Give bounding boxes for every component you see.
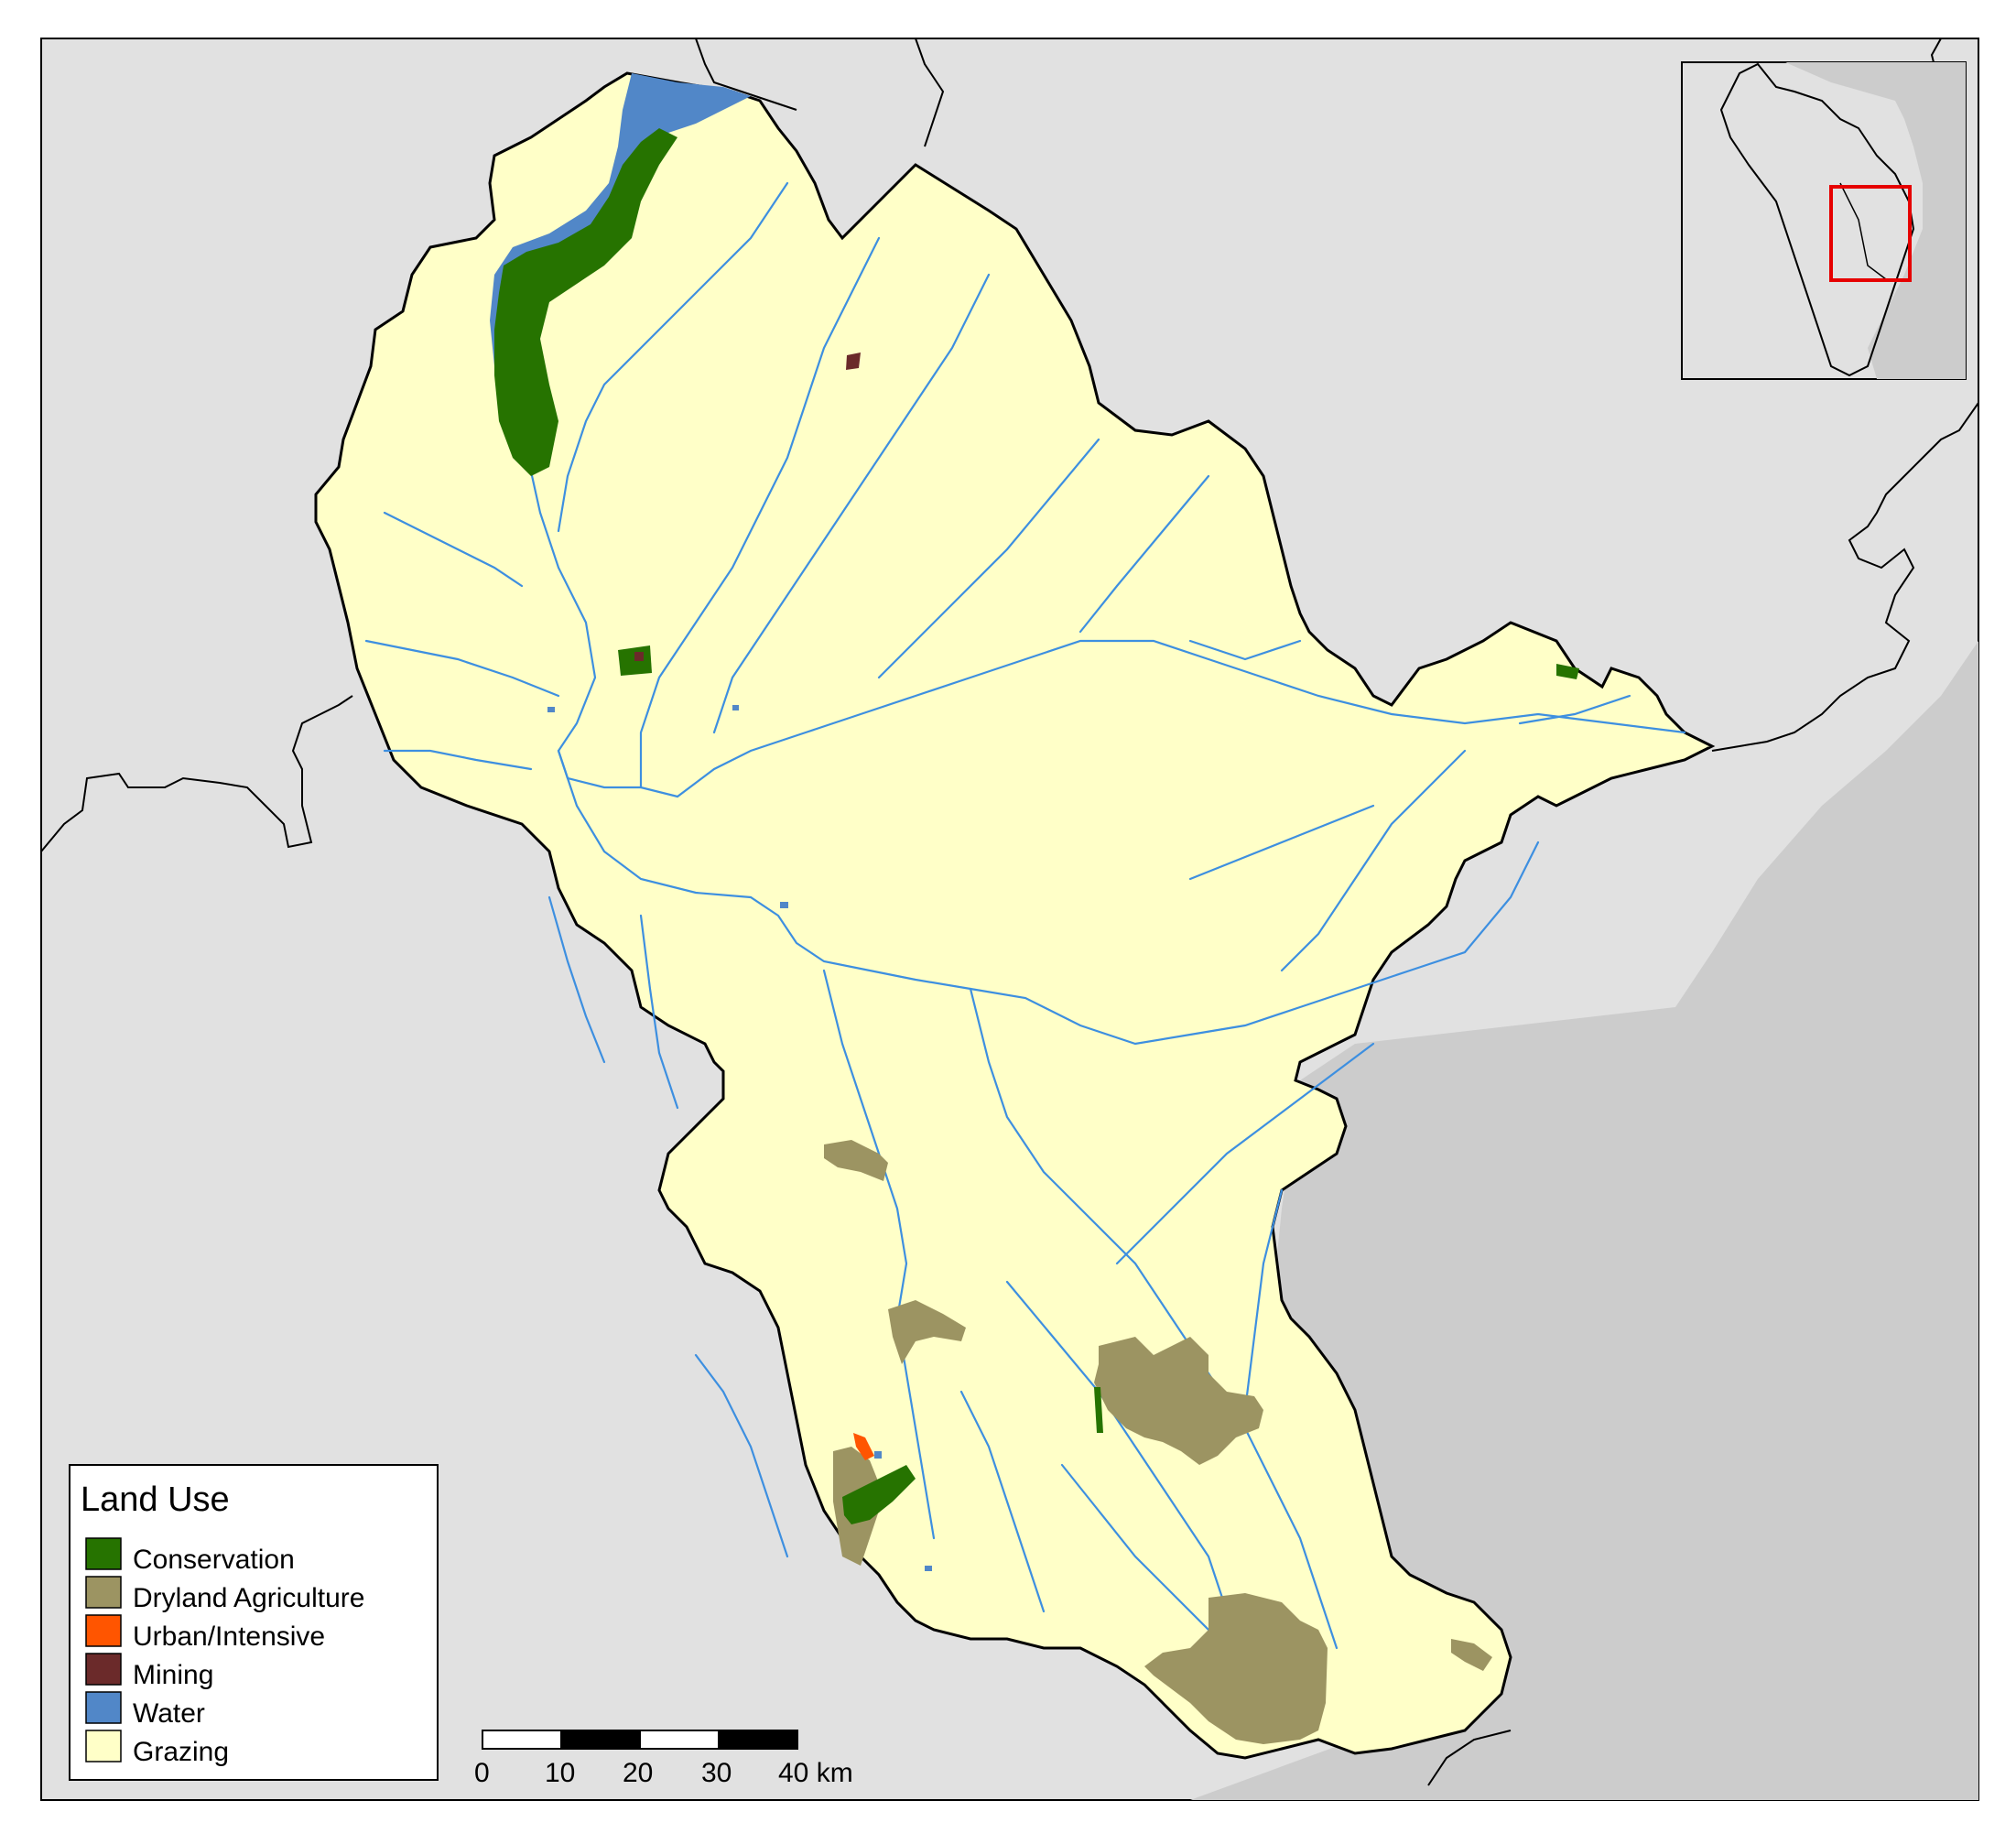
inset-state-outline: [1719, 62, 1915, 377]
ocean-area: [1190, 641, 1978, 1800]
mining-central: [634, 652, 644, 661]
legend-swatch-grazing: [85, 1730, 122, 1762]
scale-tick-30: 30: [701, 1758, 732, 1788]
conservation-south: [842, 1387, 1103, 1524]
neighbour-boundaries: [40, 38, 1979, 1786]
legend-title: Land Use: [81, 1480, 230, 1519]
dryland-agriculture-areas: [824, 1140, 1492, 1744]
scale-tick-10: 10: [545, 1758, 575, 1788]
legend-swatch-dryland-agriculture: [85, 1576, 122, 1609]
conservation-small-east: [1556, 664, 1579, 679]
legend: Land Use Conservation Dryland Agricultur…: [69, 1464, 439, 1781]
urban-intensive-areas: [853, 1433, 874, 1460]
legend-box: [69, 1464, 439, 1781]
inset-locator-map: [1681, 61, 1967, 380]
mining-small-north: [846, 352, 861, 370]
scale-tick-20: 20: [623, 1758, 653, 1788]
legend-label-grazing: Grazing: [133, 1737, 229, 1767]
scale-tick-40: 40 km: [778, 1758, 853, 1788]
legend-swatch-mining: [85, 1653, 122, 1686]
scale-tick-0: 0: [474, 1758, 490, 1788]
legend-label-water: Water: [133, 1698, 205, 1729]
legend-swatch-conservation: [85, 1537, 122, 1570]
legend-label-urban-intensive: Urban/Intensive: [133, 1622, 325, 1652]
scale-bar: 0 10 20 30 40 km: [474, 1730, 853, 1788]
legend-label-conservation: Conservation: [133, 1545, 295, 1575]
legend-label-mining: Mining: [133, 1660, 213, 1690]
conservation-north: [494, 128, 677, 476]
legend-swatch-urban-intensive: [85, 1614, 122, 1647]
legend-label-dryland-agriculture: Dryland Agriculture: [133, 1583, 364, 1613]
catchment-grazing: [314, 71, 1716, 1760]
legend-swatch-water: [85, 1691, 122, 1724]
small-water-bodies: [547, 705, 932, 1571]
inset-highlight-box: [1829, 185, 1912, 282]
